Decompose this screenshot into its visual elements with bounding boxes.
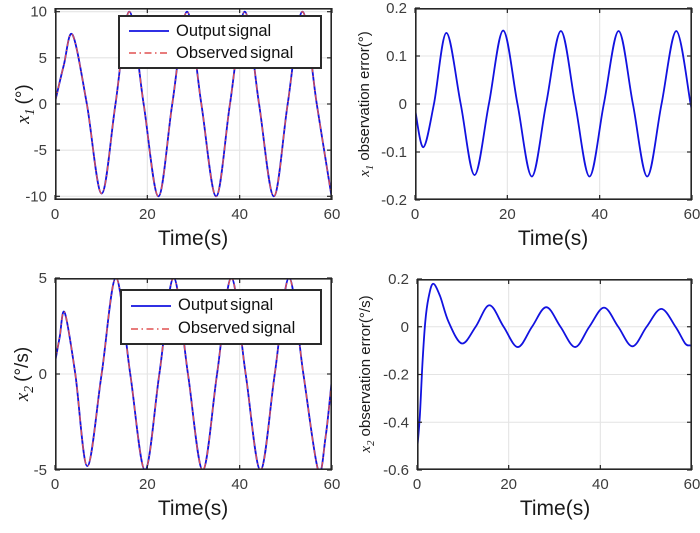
x-tick-label: 60 — [324, 476, 341, 493]
y-tick-label: -0.2 — [381, 192, 407, 209]
ylabel-rest: observation error(°/s) — [357, 295, 374, 437]
plot-area-x1-error: 0 20 40 60 0.2 0.1 0 -0.1 -0.2 — [381, 0, 700, 223]
tick-marks — [54, 8, 333, 200]
x-tick-label: 20 — [500, 476, 517, 493]
legend-line-dashdot — [129, 52, 169, 54]
legend-label-observed: Observed signal — [176, 43, 294, 62]
series-output — [417, 282, 692, 451]
ylabel-sub: 2 — [20, 385, 36, 393]
legend-label-observed: Observed signal — [178, 319, 296, 337]
ylabel-rest: (°) — [13, 84, 34, 105]
y-tick-label: -0.1 — [381, 144, 407, 161]
y-tick-label: -5 — [34, 462, 47, 479]
grid-lines — [417, 279, 692, 470]
x-tick-label: 0 — [51, 476, 59, 493]
y-tick-label: 0.1 — [386, 48, 407, 65]
x-tick-label: 60 — [684, 476, 700, 493]
y-tick-label: -0.2 — [383, 367, 409, 384]
legend-line-dashdot — [131, 327, 171, 330]
ylabel-sub: 1 — [364, 164, 376, 171]
legend-item-output: Output signal — [129, 294, 314, 317]
x-axis-label-tr: Time(s) — [517, 227, 589, 250]
legend-item-observed: Observed signal — [127, 42, 314, 64]
x-axis-label-bl: Time(s) — [157, 497, 229, 520]
legend-item-output: Output signal — [127, 20, 314, 42]
y-tick-label: -10 — [25, 188, 47, 205]
legend-x1: Output signal Observed signal — [118, 15, 322, 69]
y-tick-label: 0.2 — [386, 0, 407, 17]
tick-marks — [54, 277, 333, 471]
plot-area-x2-error: 0 20 40 60 0.2 0 -0.2 -0.4 -0.6 — [383, 271, 700, 493]
x-tick-label: 60 — [684, 206, 700, 223]
x-axis-label-tl: Time(s) — [157, 227, 229, 250]
ylabel-sub: 1 — [21, 108, 37, 116]
y-tick-label: 5 — [39, 50, 47, 67]
y-axis-label-x2: x2 (°/s) — [12, 264, 36, 484]
legend-line-solid — [131, 304, 171, 307]
x-tick-label: 40 — [231, 476, 248, 493]
y-tick-label: 0 — [39, 366, 47, 383]
ylabel-var: x — [13, 115, 34, 124]
ylabel-var: x — [12, 392, 33, 402]
legend-item-observed: Observed signal — [129, 317, 314, 340]
x-axis-label-br: Time(s) — [519, 497, 591, 520]
legend-label-output: Output signal — [176, 21, 272, 40]
ylabel-var: x — [358, 445, 374, 453]
ylabel-sub: 2 — [365, 440, 377, 446]
y-axis-label-x1: x1 (°) — [13, 0, 37, 214]
x-tick-label: 0 — [51, 206, 59, 223]
y-tick-label: 10 — [30, 4, 47, 21]
ylabel-rest: (°/s) — [12, 346, 33, 382]
x-tick-label: 20 — [139, 206, 156, 223]
series-observed — [55, 278, 332, 470]
series-output — [415, 29, 692, 178]
y-tick-label: 5 — [39, 270, 47, 287]
x-tick-label: 0 — [411, 206, 419, 223]
y-tick-label: 0 — [399, 96, 407, 113]
legend-label-output: Output signal — [178, 296, 274, 314]
ylabel-rest: observation error(°) — [356, 31, 373, 161]
tick-marks — [414, 7, 693, 201]
x-tick-label: 0 — [413, 476, 421, 493]
x-tick-label: 60 — [324, 206, 341, 223]
x-tick-label: 20 — [499, 206, 516, 223]
legend-x2: Output signal Observed signal — [120, 289, 322, 345]
y-tick-label: -0.6 — [383, 462, 409, 479]
y-tick-label: -0.4 — [383, 414, 409, 431]
y-tick-label: 0 — [401, 319, 409, 336]
x-tick-label: 20 — [139, 476, 156, 493]
x-tick-label: 40 — [591, 206, 608, 223]
y-tick-label: 0.2 — [388, 271, 409, 288]
y-tick-label: 0 — [39, 96, 47, 113]
y-axis-label-x2-error: x2 observation error(°/s) — [357, 244, 379, 504]
y-axis-label-x1-error: x1 observation error(°) — [356, 0, 378, 234]
y-tick-label: -5 — [34, 142, 47, 159]
x-tick-label: 40 — [231, 206, 248, 223]
x-tick-label: 40 — [592, 476, 609, 493]
legend-line-solid — [129, 30, 169, 32]
tick-marks — [416, 278, 693, 471]
ylabel-var: x — [357, 170, 373, 177]
